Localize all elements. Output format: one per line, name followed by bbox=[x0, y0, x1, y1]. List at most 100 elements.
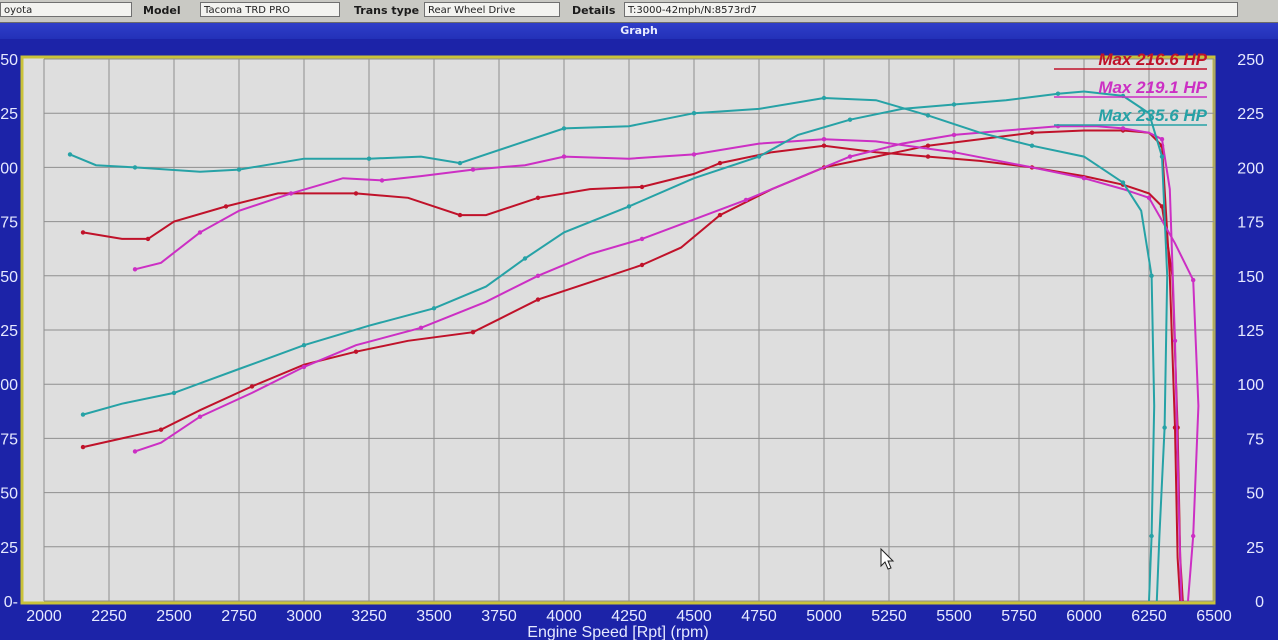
series-2-power-point bbox=[1172, 338, 1178, 343]
x-tick-label: 3500 bbox=[416, 608, 452, 625]
right-y-tick-label: 75 bbox=[1246, 431, 1264, 448]
model-label: Model bbox=[143, 4, 181, 17]
series-1-power-point bbox=[1029, 130, 1035, 135]
series-2-torque-point bbox=[470, 167, 476, 172]
series-2-torque-point bbox=[561, 154, 567, 159]
series-1-torque-point bbox=[535, 195, 541, 200]
series-2-power-point bbox=[197, 414, 203, 419]
series-1-torque-point bbox=[145, 236, 151, 242]
left-y-tick-label: 175 bbox=[0, 215, 18, 232]
right-y-tick-label: 250 bbox=[1237, 52, 1264, 69]
series-3-torque-point bbox=[691, 111, 697, 116]
x-tick-label: 5000 bbox=[806, 608, 842, 625]
trans-type-field[interactable]: Rear Wheel Drive bbox=[424, 2, 560, 17]
x-tick-label: 5750 bbox=[1001, 608, 1037, 625]
series-1-torque-point bbox=[223, 204, 229, 209]
series-1-power-point bbox=[639, 262, 645, 268]
series-1-power-point bbox=[249, 384, 255, 389]
right-y-tick-label: 225 bbox=[1237, 106, 1264, 123]
graph-title: Graph bbox=[620, 24, 658, 37]
series-3-torque-point bbox=[925, 113, 931, 118]
make-field[interactable]: oyota bbox=[0, 2, 132, 17]
series-3-power-point bbox=[171, 390, 177, 396]
series-3-power-point bbox=[80, 412, 86, 417]
series-3-power-point bbox=[1159, 154, 1165, 159]
series-3-torque-point bbox=[236, 167, 242, 172]
series-3-power-line bbox=[82, 90, 1169, 602]
series-2-power-point bbox=[847, 154, 853, 159]
x-tick-label: 4250 bbox=[611, 608, 647, 625]
series-3-power-point bbox=[1162, 425, 1167, 430]
x-tick-label: 6250 bbox=[1131, 608, 1167, 625]
right-y-tick-label: 200 bbox=[1237, 160, 1264, 177]
legend-entry-1: Max 216.6 HP bbox=[1098, 50, 1207, 69]
right-y-tick-label: 150 bbox=[1237, 269, 1264, 286]
left-y-tick-label: 100 bbox=[0, 377, 18, 394]
mouse-pointer-icon bbox=[880, 547, 895, 570]
series-2-torque-point bbox=[1191, 277, 1196, 283]
series-2-torque-point bbox=[288, 191, 294, 196]
series-3-power-point bbox=[951, 102, 957, 107]
left-y-tick-label: 125 bbox=[0, 323, 18, 340]
series-1-torque-point bbox=[457, 212, 463, 218]
legend-entry-2: Max 219.1 HP bbox=[1098, 78, 1207, 97]
graph-title-bar: Graph bbox=[0, 23, 1278, 39]
model-field[interactable]: Tacoma TRD PRO bbox=[200, 2, 340, 17]
series-2-power-point bbox=[951, 132, 957, 138]
x-tick-label: 6000 bbox=[1066, 608, 1102, 625]
x-tick-label: 5500 bbox=[936, 608, 972, 625]
series-1-power-point bbox=[717, 212, 723, 218]
x-tick-label: 5250 bbox=[871, 608, 907, 625]
x-tick-label: 3750 bbox=[481, 608, 517, 625]
series-1-power-point bbox=[80, 444, 86, 450]
series-2-power-point bbox=[1159, 137, 1165, 142]
series-3-power-point bbox=[1055, 91, 1061, 96]
right-y-axis: 0 25 50 75 100 125 150 175 200 225 250 bbox=[1237, 52, 1264, 611]
right-y-tick-label: 50 bbox=[1246, 486, 1264, 503]
x-tick-label: 2000 bbox=[26, 608, 62, 625]
series-1-torque-point bbox=[717, 160, 723, 166]
series-3-torque-point bbox=[457, 160, 463, 166]
legend-entry-3: Max 235.6 HP bbox=[1098, 106, 1207, 125]
legend: Max 216.6 HP Max 219.1 HP Max 235.6 HP bbox=[1054, 50, 1208, 126]
left-y-tick-label: 225 bbox=[0, 106, 18, 123]
series-3-torque-point bbox=[1120, 180, 1126, 185]
series-3-torque-point bbox=[1149, 533, 1154, 539]
right-y-tick-label: 0 bbox=[1255, 594, 1264, 611]
series-1-torque-point bbox=[80, 230, 86, 235]
series-3-torque-point bbox=[67, 152, 73, 157]
series-3-torque-point bbox=[1149, 273, 1154, 278]
left-y-tick-label: 150 bbox=[0, 269, 18, 286]
series-3-power-point bbox=[522, 256, 528, 261]
series-2-power-point bbox=[535, 273, 541, 278]
dyno-chart: 0- 25 50 75 100 125 150 175 200 225 250 0 25 50 75 100… bbox=[0, 50, 1264, 640]
x-tick-label: 3000 bbox=[286, 608, 322, 625]
series-1-torque-point bbox=[639, 184, 645, 190]
series-2-power-point bbox=[743, 197, 749, 203]
x-axis-label: Engine Speed [Rpt] (rpm) bbox=[527, 624, 708, 640]
vehicle-info-bar: oyota Model Tacoma TRD PRO Trans type Re… bbox=[0, 0, 1278, 23]
x-tick-label: 2500 bbox=[156, 608, 192, 625]
series-2-torque-point bbox=[951, 150, 957, 155]
left-y-tick-label: 25 bbox=[0, 540, 18, 557]
x-tick-label: 4500 bbox=[676, 608, 712, 625]
left-y-axis: 0- 25 50 75 100 125 150 175 200 225 250 bbox=[0, 52, 18, 611]
left-y-tick-label: 50 bbox=[0, 486, 18, 503]
x-tick-label: 6500 bbox=[1196, 608, 1232, 625]
series-3-power-point bbox=[301, 343, 307, 348]
details-field[interactable]: T:3000-42mph/N:8573rd7 bbox=[624, 2, 1238, 17]
series-3-torque-point bbox=[366, 156, 372, 161]
series-3-torque-point bbox=[561, 126, 567, 131]
right-y-tick-label: 175 bbox=[1237, 215, 1264, 232]
series-1-torque-point bbox=[353, 191, 359, 196]
left-y-tick-label: 200 bbox=[0, 160, 18, 177]
series-1-power-point bbox=[470, 330, 476, 335]
right-y-tick-label: 125 bbox=[1237, 323, 1264, 340]
series-2-torque-point bbox=[691, 152, 697, 157]
details-label: Details bbox=[572, 4, 616, 17]
x-axis: 2000 2250 2500 2750 3000 3250 3500 3750 4000 4250… bbox=[26, 608, 1232, 625]
series-3-torque-line bbox=[69, 96, 1156, 602]
series-2-power-point bbox=[1120, 126, 1126, 131]
series-2-power-point bbox=[301, 364, 307, 370]
series-1-torque-point bbox=[925, 154, 931, 159]
